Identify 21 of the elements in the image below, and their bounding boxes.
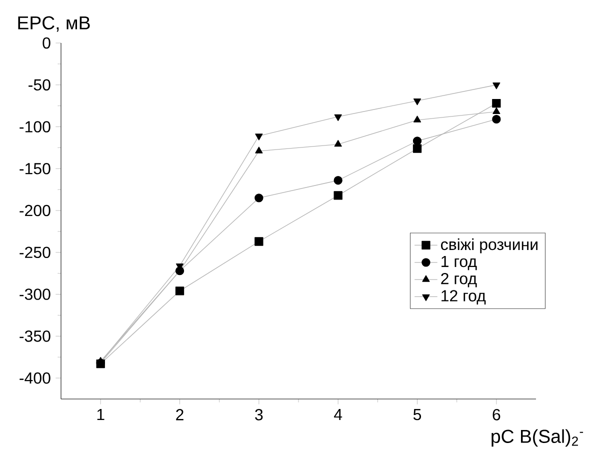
y-tick-label: -350 xyxy=(20,330,50,342)
x-tick-label: 6 xyxy=(492,409,500,420)
y-axis-title: EPC, мВ xyxy=(18,16,90,32)
legend-label: 2 год xyxy=(441,272,477,288)
y-tick-label: 0 xyxy=(42,37,50,49)
x-tick-label: 3 xyxy=(255,409,263,420)
legend-label: свіжі розчини xyxy=(441,238,538,254)
y-tick-label: -400 xyxy=(20,372,50,384)
x-tick-label: 2 xyxy=(176,409,184,420)
legend-label: 1 год xyxy=(442,256,477,270)
y-tick-label: -200 xyxy=(20,204,50,216)
x-tick-label: 1 xyxy=(97,409,104,420)
x-axis-title: pC B(Sal)$_{2}$- xyxy=(492,429,584,447)
legend-label: 12 год xyxy=(442,290,486,304)
y-tick-label: -250 xyxy=(20,246,50,258)
y-tick-label: -100 xyxy=(20,121,50,132)
x-tick-label: 5 xyxy=(413,409,422,420)
y-tick-label: -50 xyxy=(28,79,50,91)
y-tick-label: -300 xyxy=(20,288,50,300)
y-tick-label: -150 xyxy=(20,162,50,174)
x-tick-label: 4 xyxy=(334,409,342,420)
